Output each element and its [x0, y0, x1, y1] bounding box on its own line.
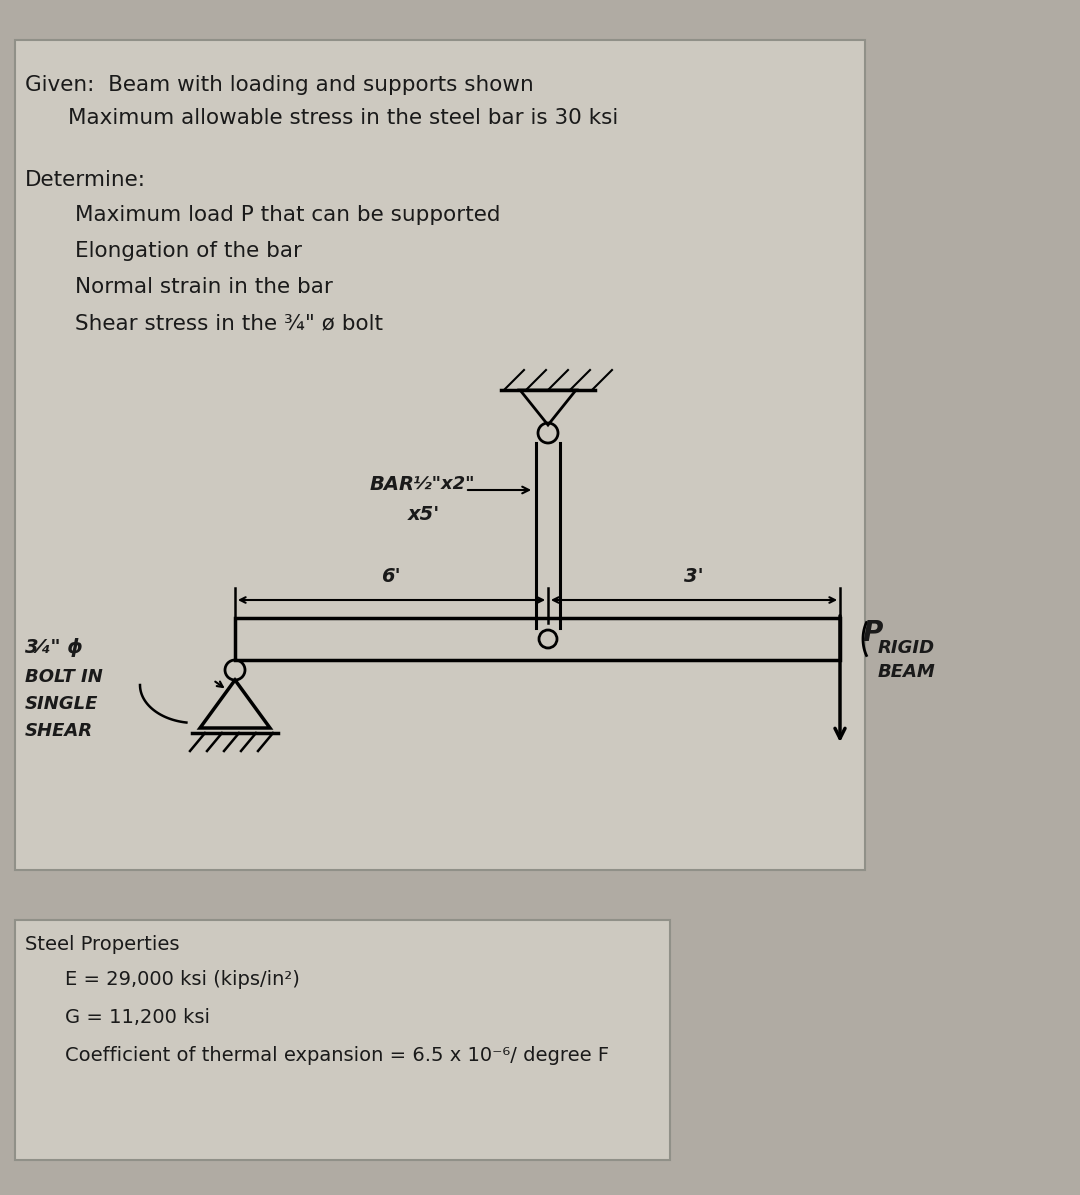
- Text: Given:  Beam with loading and supports shown: Given: Beam with loading and supports sh…: [25, 75, 534, 94]
- Text: x5': x5': [408, 505, 441, 523]
- Text: Shear stress in the ¾" ø bolt: Shear stress in the ¾" ø bolt: [75, 313, 383, 333]
- Text: 3': 3': [685, 566, 704, 586]
- Text: SHEAR: SHEAR: [25, 722, 93, 740]
- Text: 3⁄₄" ϕ: 3⁄₄" ϕ: [25, 638, 83, 657]
- Text: Steel Properties: Steel Properties: [25, 934, 179, 954]
- Text: BEAM: BEAM: [878, 663, 935, 681]
- Text: Normal strain in the bar: Normal strain in the bar: [75, 277, 333, 298]
- Bar: [15, 920, 670, 1160]
- Text: Maximum allowable stress in the steel bar is 30 ksi: Maximum allowable stress in the steel ba…: [68, 108, 618, 128]
- Text: Maximum load P that can be supported: Maximum load P that can be supported: [75, 206, 500, 225]
- Text: 6': 6': [381, 566, 401, 586]
- Text: E = 29,000 ksi (kips/in²): E = 29,000 ksi (kips/in²): [65, 970, 300, 989]
- Text: BOLT IN: BOLT IN: [25, 668, 103, 686]
- Text: SINGLE: SINGLE: [25, 695, 98, 713]
- Text: Elongation of the bar: Elongation of the bar: [75, 241, 302, 261]
- Text: Determine:: Determine:: [25, 170, 146, 190]
- Text: P: P: [862, 619, 882, 646]
- Text: ½"x2": ½"x2": [413, 474, 474, 494]
- Text: G = 11,200 ksi: G = 11,200 ksi: [65, 1009, 210, 1027]
- Text: BAR: BAR: [370, 474, 415, 494]
- Bar: [15, 39, 865, 870]
- Text: Coefficient of thermal expansion = 6.5 x 10⁻⁶/ degree F: Coefficient of thermal expansion = 6.5 x…: [65, 1046, 609, 1065]
- Bar: [235, 618, 840, 660]
- Text: RIGID: RIGID: [878, 639, 935, 657]
